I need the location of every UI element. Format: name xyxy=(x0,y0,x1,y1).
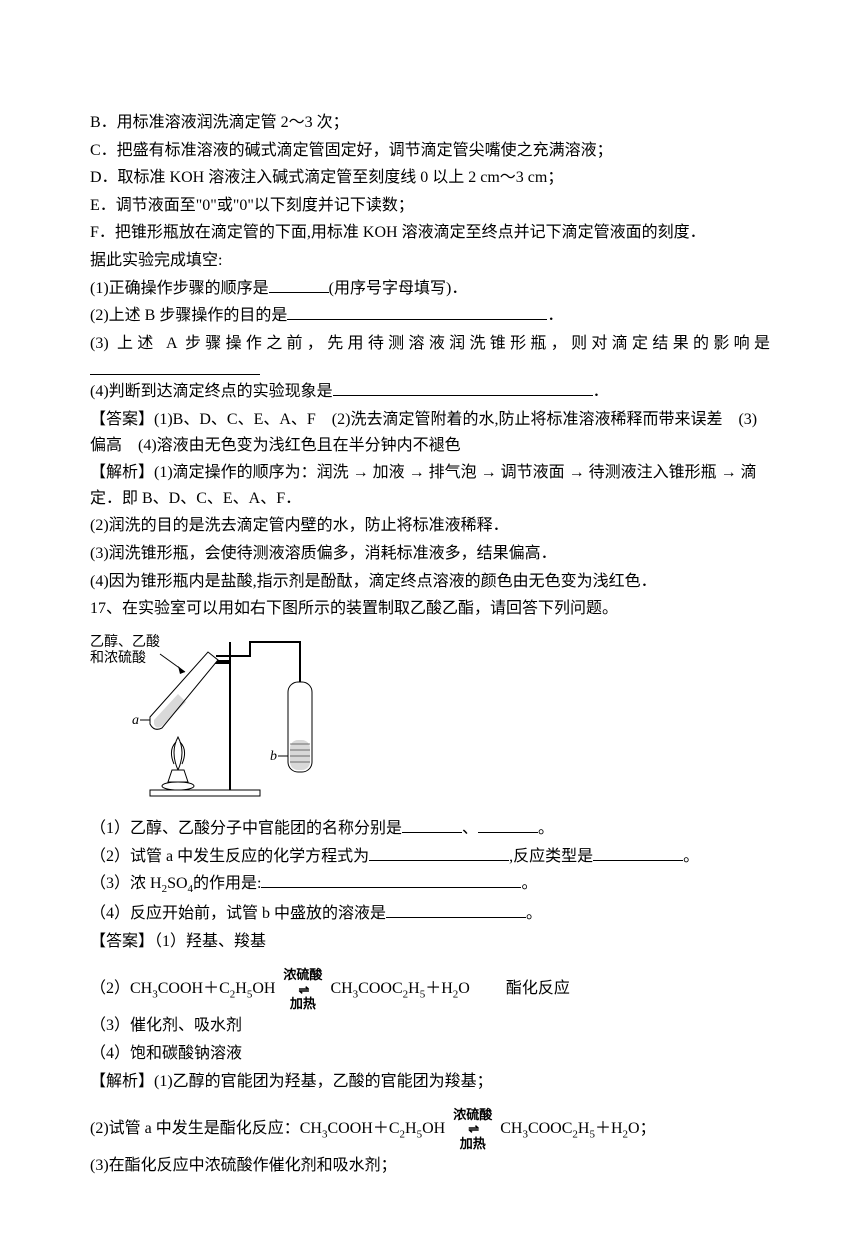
question-3: (3) 上述 A 步骤操作之前，先用待测溶液润洗锥形瓶，则对滴定结果的影响是 xyxy=(90,331,770,357)
a2-2g: ＋H xyxy=(425,981,453,998)
e2-2e: COOC xyxy=(528,1120,572,1137)
explain-2: (2)润洗的目的是洗去滴定管内壁的水，防止将标准液稀释． xyxy=(90,513,770,539)
subq-2: （2）试管 a 中发生反应的化学方程式为,反应类型是。 xyxy=(90,844,770,870)
blank-line xyxy=(90,358,260,375)
a2-2a: COOH＋C xyxy=(158,981,230,998)
sq1-text: （1）乙醇、乙酸分子中官能团的名称分别是 xyxy=(90,820,402,837)
explain-1: 【解析】(1)滴定操作的顺序为：润洗 → 加液 → 排气泡 → 调节液面 → 待… xyxy=(90,460,770,511)
answer-text: (1)B、D、C、E、A、F (2)洗去滴定管附着的水,防止将标准溶液稀释而带来… xyxy=(90,411,757,454)
q2-text: (2)上述 B 步骤操作的目的是 xyxy=(90,307,287,324)
answer2-label: 【答案】 xyxy=(90,933,154,950)
blank xyxy=(287,303,547,320)
reaction-arrow: 浓硫酸 ⇌ 加热 xyxy=(283,968,322,1011)
e2-2h: O； xyxy=(628,1120,656,1137)
blank xyxy=(261,871,521,888)
option-e: E．调节液面至"0"或"0"以下刻度并记下读数； xyxy=(90,193,770,219)
explain-3: (3)润洗锥形瓶，会使待测液溶质偏多，消耗标准液多，结果偏高． xyxy=(90,541,770,567)
a2-2d: CH xyxy=(330,981,352,998)
a2-2pre: （2）CH xyxy=(90,981,152,998)
a2-2b: H xyxy=(235,981,247,998)
blank xyxy=(269,276,329,293)
blank xyxy=(402,816,462,833)
question-2: (2)上述 B 步骤操作的目的是． xyxy=(90,303,770,329)
e2-2c: OH xyxy=(422,1120,445,1137)
double-arrow-icon: ⇌ xyxy=(283,983,322,997)
answer-2-line2: （2）CH3COOH＋C2H5OH 浓硫酸 ⇌ 加热 CH3COOC2H5＋H2… xyxy=(90,968,770,1011)
explain2-label: 【解析】 xyxy=(90,1073,154,1090)
page: B．用标准溶液润洗滴定管 2～3 次； C．把盛有标准溶液的碱式滴定管固定好，调… xyxy=(0,0,860,1241)
blank xyxy=(386,901,526,918)
explain2-2: (2)试管 a 中发生是酯化反应：CH3COOH＋C2H5OH 浓硫酸 ⇌ 加热… xyxy=(90,1108,770,1151)
explain-4: (4)因为锥形瓶内是盐酸,指示剂是酚酞，滴定终点溶液的颜色由无色变为浅红色． xyxy=(90,569,770,595)
option-c: C．把盛有标准溶液的碱式滴定管固定好，调节滴定管尖嘴使之充满溶液； xyxy=(90,138,770,164)
question-17: 17、在实验室可以用如右下图所示的装置制取乙酸乙酯，请回答下列问题。 xyxy=(90,596,770,622)
diagram-label-a: a xyxy=(132,713,139,728)
subq-1: （1）乙醇、乙酸分子中官能团的名称分别是、。 xyxy=(90,816,770,842)
e2-2pre: (2)试管 a 中发生是酯化反应：CH xyxy=(90,1120,322,1137)
option-b: B．用标准溶液润洗滴定管 2～3 次； xyxy=(90,110,770,136)
sq3-c: 的作用是: xyxy=(193,875,261,892)
q1-text-a: (1)正确操作步骤的顺序是 xyxy=(90,280,269,297)
answer-2-line3: （3）催化剂、吸水剂 xyxy=(90,1013,770,1039)
q1-text-b: (用序号字母填写)． xyxy=(329,280,468,297)
explain-label: 【解析】 xyxy=(90,464,154,481)
sq2-text-b: ,反应类型是 xyxy=(509,848,593,865)
a2-2e: COOC xyxy=(358,981,402,998)
e2-2f: H xyxy=(578,1120,590,1137)
explain2-1: 【解析】(1)乙醇的官能团为羟基，乙酸的官能团为羧基； xyxy=(90,1069,770,1095)
sq4-text: （4）反应开始前，试管 b 中盛放的溶液是 xyxy=(90,905,386,922)
rx-bot: 加热 xyxy=(460,1136,486,1151)
rx-top: 浓硫酸 xyxy=(283,967,322,982)
q4-text: (4)判断到达滴定终点的实验现象是 xyxy=(90,383,333,400)
sq3-a: （3）浓 H xyxy=(90,875,162,892)
question-4: (4)判断到达滴定终点的实验现象是． xyxy=(90,379,770,405)
question-1: (1)正确操作步骤的顺序是 (用序号字母填写)． xyxy=(90,276,770,302)
e2-2b: H xyxy=(405,1120,417,1137)
a2-type: 酯化反应 xyxy=(506,981,570,998)
option-d: D．取标准 KOH 溶液注入碱式滴定管至刻度线 0 以上 2 cm～3 cm； xyxy=(90,165,770,191)
prompt-intro: 据此实验完成填空: xyxy=(90,248,770,274)
answer2-1: （1）羟基、羧基 xyxy=(154,933,266,950)
answer-2-line4: （4）饱和碳酸钠溶液 xyxy=(90,1041,770,1067)
sq2-text-a: （2）试管 a 中发生反应的化学方程式为 xyxy=(90,848,369,865)
answer-2-line1: 【答案】（1）羟基、羧基 xyxy=(90,929,770,955)
subq-4: （4）反应开始前，试管 b 中盛放的溶液是。 xyxy=(90,901,770,927)
diagram-label-b: b xyxy=(270,749,277,764)
a2-2f: H xyxy=(408,981,420,998)
answer-block-1: 【答案】(1)B、D、C、E、A、F (2)洗去滴定管附着的水,防止将标准溶液稀… xyxy=(90,407,770,458)
a2-2c: OH xyxy=(252,981,275,998)
rx-top: 浓硫酸 xyxy=(453,1107,492,1122)
double-arrow-icon: ⇌ xyxy=(453,1122,492,1136)
diagram-label-2: 和浓硫酸 xyxy=(90,650,146,666)
blank xyxy=(593,844,683,861)
answer-label: 【答案】 xyxy=(90,411,154,428)
option-f: F．把锥形瓶放在滴定管的下面,用标准 KOH 溶液滴定至终点并记下滴定管液面的刻… xyxy=(90,220,770,246)
reaction-arrow: 浓硫酸 ⇌ 加热 xyxy=(453,1108,492,1151)
sq3-b: SO xyxy=(167,875,187,892)
explain2-1-text: (1)乙醇的官能团为羟基，乙酸的官能团为羧基； xyxy=(154,1073,493,1090)
explain-text: (1)滴定操作的顺序为：润洗 → 加液 → 排气泡 → 调节液面 → 待测液注入… xyxy=(90,464,757,507)
rx-bot: 加热 xyxy=(290,996,316,1011)
a2-2h: O xyxy=(458,981,470,998)
blank xyxy=(333,379,593,396)
explain2-3: (3)在酯化反应中浓硫酸作催化剂和吸水剂； xyxy=(90,1153,770,1179)
blank xyxy=(478,816,538,833)
apparatus-diagram: 乙醇、乙酸 和浓硫酸 a xyxy=(90,632,770,811)
e2-2d: CH xyxy=(500,1120,522,1137)
subq-3: （3）浓 H2SO4的作用是:。 xyxy=(90,871,770,899)
e2-2a: COOH＋C xyxy=(328,1120,400,1137)
blank xyxy=(369,844,509,861)
diagram-label-1: 乙醇、乙酸 xyxy=(90,633,160,650)
e2-2g: ＋H xyxy=(595,1120,623,1137)
